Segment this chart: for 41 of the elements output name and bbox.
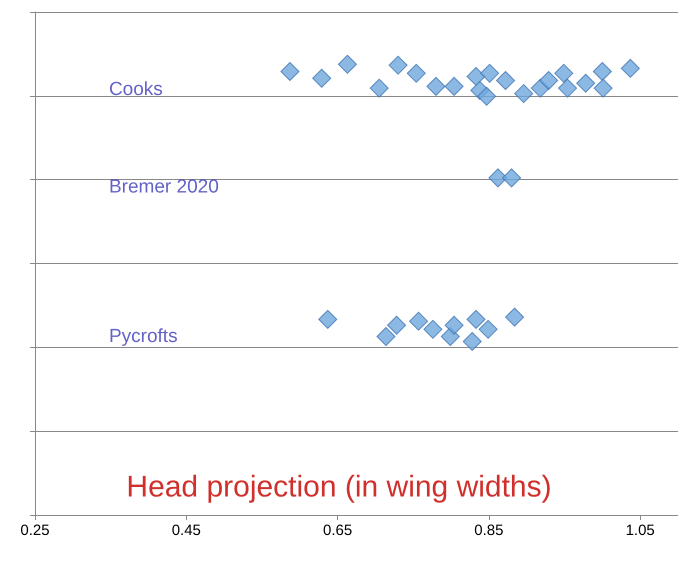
- point: [444, 76, 464, 96]
- point: [576, 74, 596, 93]
- x-tick-label: 0.85: [474, 522, 504, 539]
- x-tick-label: 0.25: [20, 522, 50, 539]
- point: [462, 332, 482, 351]
- point: [318, 310, 338, 329]
- x-tick-label: 0.65: [322, 522, 352, 539]
- point: [488, 168, 508, 188]
- point: [558, 78, 578, 98]
- point: [444, 316, 464, 335]
- point: [594, 78, 613, 98]
- annotation: Cooks: [108, 78, 163, 100]
- x-axis-title: Head projection (in wing widths): [126, 470, 552, 504]
- point: [496, 71, 516, 90]
- point: [620, 58, 640, 78]
- annotation: Pycrofts: [108, 326, 178, 347]
- point: [388, 56, 408, 75]
- point: [466, 66, 486, 86]
- point: [502, 168, 522, 188]
- point: [376, 327, 396, 346]
- x-tick-label: 1.05: [626, 522, 655, 539]
- annotation: Bremer 2020: [108, 176, 219, 198]
- point: [338, 54, 357, 74]
- point: [480, 64, 500, 83]
- point: [280, 62, 300, 81]
- point: [387, 316, 406, 335]
- point: [592, 62, 612, 81]
- point: [312, 68, 332, 88]
- point: [514, 84, 534, 104]
- point: [370, 78, 389, 98]
- point: [478, 320, 498, 339]
- point: [406, 64, 426, 83]
- point: [466, 310, 486, 329]
- point: [426, 76, 446, 96]
- point: [505, 308, 524, 327]
- point: [477, 86, 496, 106]
- point: [554, 64, 574, 83]
- point: [539, 71, 558, 90]
- x-tick-label: 0.45: [172, 522, 201, 539]
- point: [423, 320, 442, 339]
- point: [409, 312, 428, 331]
